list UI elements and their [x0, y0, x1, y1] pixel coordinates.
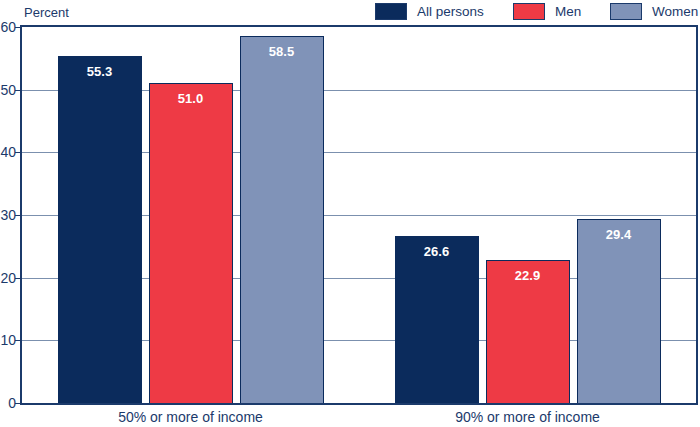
bar-all-persons-2: 26.6	[395, 236, 479, 403]
bar-men-1: 51.0	[149, 83, 233, 403]
plot-inner: 55.3 51.0 58.5 26.6 22.9 29.4	[22, 27, 696, 403]
plot-area: 55.3 51.0 58.5 26.6 22.9 29.4	[20, 25, 698, 405]
y-tick-label-10: 10	[0, 333, 16, 347]
legend-swatch-men	[513, 3, 545, 20]
bar-men-2: 22.9	[486, 260, 570, 404]
legend-label-all-persons: All persons	[417, 3, 484, 20]
legend-swatch-all-persons	[375, 3, 407, 20]
legend-label-women: Women	[652, 3, 698, 20]
y-tick-label-0: 0	[0, 396, 16, 410]
y-tick-label-40: 40	[0, 145, 16, 159]
legend-item-women: Women	[610, 3, 698, 20]
legend-label-men: Men	[555, 3, 581, 20]
bar-chart-page: { "chart_data": { "type": "bar", "title"…	[0, 0, 700, 427]
x-category-label-2: 90% or more of income	[378, 409, 678, 425]
y-axis-title: Percent	[24, 5, 69, 20]
bar-value-label: 58.5	[241, 44, 323, 59]
legend-swatch-women	[610, 3, 642, 20]
y-tick-label-50: 50	[0, 83, 16, 97]
bar-value-label: 51.0	[150, 91, 232, 106]
bar-value-label: 22.9	[487, 268, 569, 283]
bar-women-2: 29.4	[577, 219, 661, 403]
bar-value-label: 55.3	[59, 64, 141, 79]
legend-item-men: Men	[513, 3, 581, 20]
bar-women-1: 58.5	[240, 36, 324, 403]
y-tick-label-60: 60	[0, 20, 16, 34]
bar-value-label: 26.6	[396, 244, 478, 259]
x-category-label-1: 50% or more of income	[41, 409, 341, 425]
y-tick-label-30: 30	[0, 208, 16, 222]
legend-item-all-persons: All persons	[375, 3, 484, 20]
y-tick-label-20: 20	[0, 271, 16, 285]
bar-all-persons-1: 55.3	[58, 56, 142, 403]
bar-value-label: 29.4	[578, 227, 660, 242]
